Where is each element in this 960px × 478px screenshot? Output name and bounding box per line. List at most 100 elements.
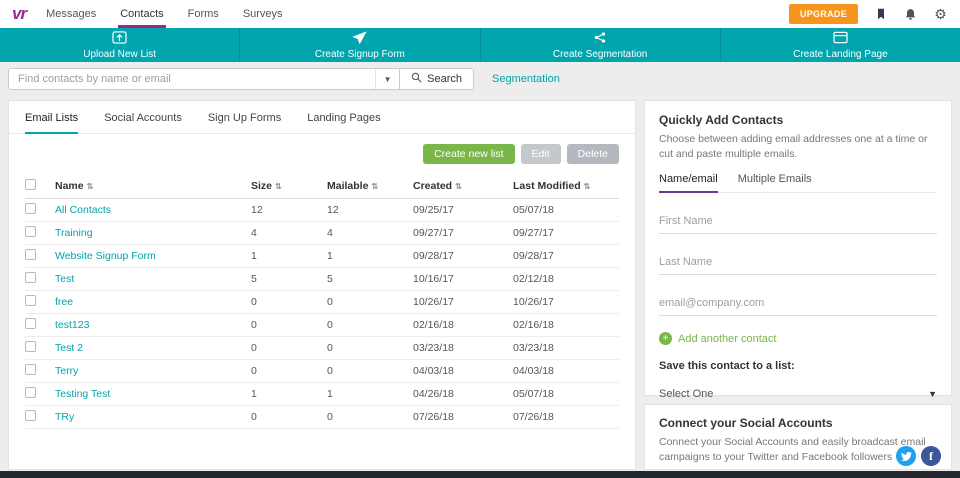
tab-sign-up-forms[interactable]: Sign Up Forms (208, 112, 281, 133)
browser-window-icon (833, 31, 848, 47)
nav-item-contacts[interactable]: Contacts (120, 0, 163, 28)
tab-landing-pages[interactable]: Landing Pages (307, 112, 380, 133)
cell-size: 5 (251, 273, 327, 285)
segmentation-link[interactable]: Segmentation (492, 73, 560, 85)
cell-created: 09/25/17 (413, 204, 513, 216)
sort-icon: ⇅ (275, 182, 282, 191)
search-dropdown-caret[interactable]: ▼ (375, 69, 399, 89)
cell-modified: 05/07/18 (513, 204, 619, 216)
nav-item-messages[interactable]: Messages (46, 0, 96, 28)
row-checkbox[interactable] (25, 226, 36, 237)
top-navbar: vr Messages Contacts Forms Surveys UPGRA… (0, 0, 960, 28)
row-checkbox[interactable] (25, 341, 36, 352)
row-checkbox[interactable] (25, 203, 36, 214)
cell-mailable: 4 (327, 227, 413, 239)
row-checkbox[interactable] (25, 387, 36, 398)
cell-mailable: 0 (327, 319, 413, 331)
list-name-link[interactable]: Training (55, 227, 251, 239)
cell-mailable: 1 (327, 388, 413, 400)
cell-mailable: 5 (327, 273, 413, 285)
action-label: Upload New List (83, 49, 156, 60)
table-row: TRy 0 0 07/26/18 07/26/18 (25, 406, 619, 429)
col-header-last-modified[interactable]: Last Modified⇅ (513, 180, 619, 192)
tab-name-email[interactable]: Name/email (659, 173, 718, 192)
cell-modified: 02/16/18 (513, 319, 619, 331)
list-name-link[interactable]: free (55, 296, 251, 308)
email-lists-table: Name⇅ Size⇅ Mailable⇅ Created⇅ Last Modi… (9, 173, 635, 429)
cell-created: 09/27/17 (413, 227, 513, 239)
gear-icon[interactable]: ⚙ (933, 7, 948, 22)
select-all-checkbox[interactable] (25, 179, 36, 190)
list-name-link[interactable]: Website Signup Form (55, 250, 251, 262)
row-checkbox[interactable] (25, 295, 36, 306)
row-checkbox[interactable] (25, 249, 36, 260)
edit-button[interactable]: Edit (521, 144, 561, 164)
search-input[interactable] (9, 69, 375, 89)
cell-size: 12 (251, 204, 327, 216)
row-checkbox[interactable] (25, 272, 36, 283)
upload-icon (112, 31, 127, 47)
search-button[interactable]: Search (399, 69, 473, 89)
list-name-link[interactable]: Test (55, 273, 251, 285)
create-new-list-button[interactable]: Create new list (423, 144, 514, 164)
upgrade-button[interactable]: UPGRADE (789, 4, 858, 24)
list-name-link[interactable]: Test 2 (55, 342, 251, 354)
create-landing-page-button[interactable]: Create Landing Page (721, 28, 960, 62)
plus-icon: + (659, 332, 672, 345)
cell-created: 07/26/18 (413, 411, 513, 423)
row-checkbox[interactable] (25, 364, 36, 375)
cell-size: 0 (251, 411, 327, 423)
cell-modified: 10/26/17 (513, 296, 619, 308)
list-name-link[interactable]: Terry (55, 365, 251, 377)
add-another-contact-label: Add another contact (678, 333, 776, 345)
action-label: Create Signup Form (315, 49, 405, 60)
twitter-icon[interactable] (896, 446, 916, 466)
social-accounts-panel: Connect your Social Accounts Connect you… (644, 404, 952, 470)
tab-social-accounts[interactable]: Social Accounts (104, 112, 182, 133)
list-name-link[interactable]: test123 (55, 319, 251, 331)
col-header-created[interactable]: Created⇅ (413, 180, 513, 192)
cell-modified: 02/12/18 (513, 273, 619, 285)
row-checkbox[interactable] (25, 318, 36, 329)
table-row: Testing Test 1 1 04/26/18 05/07/18 (25, 383, 619, 406)
bell-icon[interactable] (903, 7, 918, 22)
table-row: Training 4 4 09/27/17 09/27/17 (25, 222, 619, 245)
table-row: test123 0 0 02/16/18 02/16/18 (25, 314, 619, 337)
list-name-link[interactable]: Testing Test (55, 388, 251, 400)
bookmark-icon[interactable] (873, 7, 888, 22)
col-header-name[interactable]: Name⇅ (55, 180, 251, 192)
facebook-icon[interactable]: f (921, 446, 941, 466)
first-name-field[interactable] (659, 209, 937, 234)
row-checkbox[interactable] (25, 410, 36, 421)
nav-item-forms[interactable]: Forms (188, 0, 219, 28)
last-name-field[interactable] (659, 250, 937, 275)
chevron-down-icon: ▼ (928, 389, 937, 399)
send-icon (352, 31, 367, 47)
col-header-size[interactable]: Size⇅ (251, 180, 327, 192)
create-segmentation-button[interactable]: Create Segmentation (481, 28, 721, 62)
list-name-link[interactable]: All Contacts (55, 204, 251, 216)
col-header-mailable[interactable]: Mailable⇅ (327, 180, 413, 192)
tab-email-lists[interactable]: Email Lists (25, 112, 78, 133)
upload-new-list-button[interactable]: Upload New List (0, 28, 240, 62)
table-header-row: Name⇅ Size⇅ Mailable⇅ Created⇅ Last Modi… (25, 173, 619, 199)
delete-button[interactable]: Delete (567, 144, 619, 164)
search-icon (411, 72, 422, 86)
cell-modified: 04/03/18 (513, 365, 619, 377)
cell-mailable: 12 (327, 204, 413, 216)
list-name-link[interactable]: TRy (55, 411, 251, 423)
add-another-contact-link[interactable]: + Add another contact (659, 332, 937, 345)
cell-modified: 05/07/18 (513, 388, 619, 400)
email-field[interactable] (659, 291, 937, 316)
vr-logo: vr (12, 4, 26, 24)
cell-created: 10/16/17 (413, 273, 513, 285)
cell-created: 03/23/18 (413, 342, 513, 354)
cell-size: 0 (251, 365, 327, 377)
table-row: Terry 0 0 04/03/18 04/03/18 (25, 360, 619, 383)
social-title: Connect your Social Accounts (659, 416, 937, 430)
social-icons: f (896, 446, 941, 466)
quickly-add-contacts-panel: Quickly Add Contacts Choose between addi… (644, 100, 952, 396)
tab-multiple-emails[interactable]: Multiple Emails (738, 173, 812, 192)
nav-item-surveys[interactable]: Surveys (243, 0, 283, 28)
create-signup-form-button[interactable]: Create Signup Form (240, 28, 480, 62)
